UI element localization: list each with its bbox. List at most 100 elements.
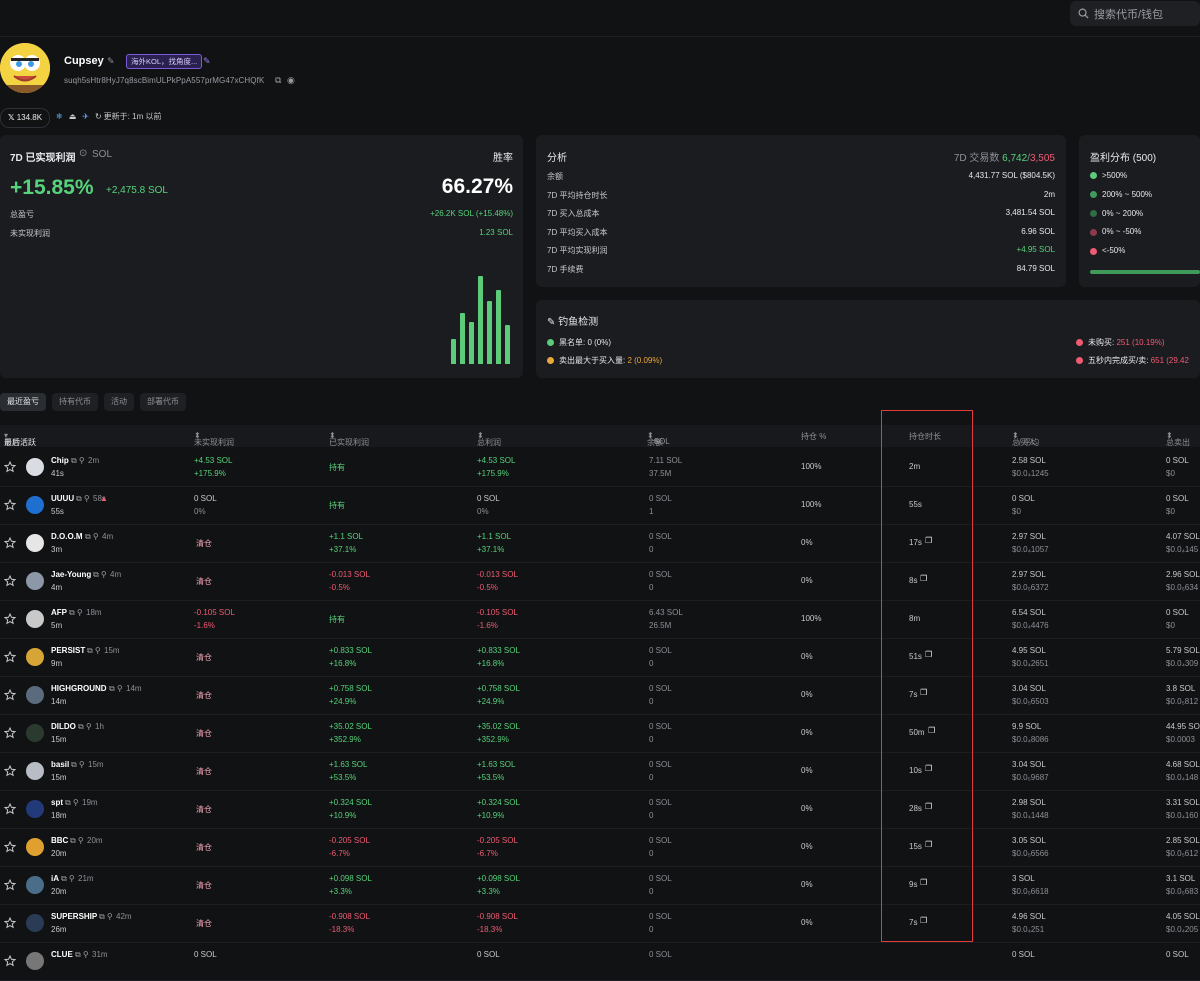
last-active: 20m <box>51 849 67 858</box>
col-realized[interactable]: 已实现利润 ⬍ <box>329 431 369 447</box>
edit-icon[interactable]: ✎ <box>107 56 115 66</box>
tab-bar: 最近盈亏 持有代币 活动 部署代币 <box>0 393 186 411</box>
fast-trade-label: 五秒内完成买/卖: <box>1088 356 1149 365</box>
balance-sol: 7.11 SOL <box>649 456 683 465</box>
star-icon[interactable] <box>4 765 16 777</box>
hold-time: 50m <box>909 728 925 737</box>
star-icon[interactable] <box>4 841 16 853</box>
doc-icon[interactable]: ❐ <box>920 574 928 583</box>
ufo-icon[interactable]: ✈ <box>82 112 89 121</box>
col-balance[interactable]: 余额 ⬍ SOL ⊕ <box>647 431 670 447</box>
doc-icon[interactable]: ❐ <box>920 688 928 697</box>
star-icon[interactable] <box>4 727 16 739</box>
star-icon[interactable] <box>4 651 16 663</box>
col-total-sell[interactable]: 总卖出 ⬍ <box>1166 431 1190 447</box>
doc-icon[interactable]: ❐ <box>925 802 933 811</box>
updated-text: 更新于: 1m 以前 <box>103 112 162 121</box>
x-followers-button[interactable]: 𝕏 134.8K <box>0 108 51 128</box>
tab-recent-pnl[interactable]: 最近盈亏 <box>0 393 46 411</box>
copy-search-icons[interactable]: ⧉ ⚲ <box>70 836 84 845</box>
doc-icon[interactable]: ❐ <box>925 764 933 773</box>
table-row[interactable]: SUPERSHIP ⧉ ⚲ 42m 26m 清仓 -0.908 SOL -18.3% -0.9… <box>0 904 1200 943</box>
star-icon[interactable] <box>4 461 16 473</box>
distribution-item: >500% <box>1090 171 1127 180</box>
highlight-box <box>881 410 973 942</box>
table-row[interactable]: basil ⧉ ⚲ 15m 15m 清仓 +1.63 SOL +53.5% +1.63 SOL… <box>0 752 1200 791</box>
last-active: 26m <box>51 925 67 934</box>
copy-search-icons[interactable]: ⧉ ⚲ <box>61 874 75 883</box>
token-age: 31m <box>92 950 108 959</box>
copy-search-icons[interactable]: ⧉ ⚲ <box>85 532 99 541</box>
star-icon[interactable] <box>4 879 16 891</box>
social-icons: ❄ ⏏ ✈ ↻ 更新于: 1m 以前 <box>56 111 161 122</box>
gear-icon[interactable]: ❄ <box>56 112 63 121</box>
star-icon[interactable] <box>4 499 16 511</box>
col-last-active[interactable]: 最后活跃 <box>4 438 36 447</box>
doc-icon[interactable]: ❐ <box>925 840 933 849</box>
table-row[interactable]: D.O.O.M ⧉ ⚲ 4m 3m 清仓 +1.1 SOL +37.1% +1.1 SOL +3… <box>0 524 1200 563</box>
search-icon <box>1078 8 1089 19</box>
table-row[interactable]: BBC ⧉ ⚲ 20m 20m 清仓 -0.205 SOL -6.7% -0.205 SOL -… <box>0 828 1200 867</box>
copy-search-icons[interactable]: ⧉ ⚲ <box>76 494 90 503</box>
cleared-label: 清仓 <box>196 577 212 586</box>
doc-icon[interactable]: ❐ <box>925 536 933 545</box>
table-row[interactable]: spt ⧉ ⚲ 19m 18m 清仓 +0.324 SOL +10.9% +0.324 SOL… <box>0 790 1200 829</box>
table-row[interactable]: Jae-Young ⧉ ⚲ 4m 4m 清仓 -0.013 SOL -0.5% -0.013 … <box>0 562 1200 601</box>
table-row[interactable]: AFP ⧉ ⚲ 18m 5m -0.105 SOL -1.6% 持有 -0.105 SOL -1… <box>0 600 1200 639</box>
copy-icon[interactable]: ⧉ <box>275 75 282 85</box>
total-pnl-label: 总盈亏 <box>10 210 34 219</box>
copy-search-icons[interactable]: ⧉ ⚲ <box>69 608 83 617</box>
not-bought-value: 251 (10.19%) <box>1116 338 1165 347</box>
col-total-buy[interactable]: 总买入 ⬍ / 平均 <box>1012 431 1040 447</box>
unrealized-pct: +175.9% <box>194 469 226 478</box>
tab-activity[interactable]: 活动 <box>104 393 134 411</box>
star-icon[interactable] <box>4 575 16 587</box>
token-icon <box>26 724 44 742</box>
total-pct: +53.5% <box>477 773 505 782</box>
token-icon <box>26 838 44 856</box>
col-total[interactable]: 总利润 ⬍ <box>477 431 501 447</box>
star-icon[interactable] <box>4 689 16 701</box>
external-icon[interactable]: ◉ <box>287 75 295 85</box>
refresh-icon[interactable]: ↻ <box>94 112 102 121</box>
distribution-title: 盈利分布 (500) <box>1090 153 1157 164</box>
table-row[interactable]: CLUE ⧉ ⚲ 31m 0 SOL 0 SOL 0 SOL 0 SOL 0 SOL <box>0 942 1200 981</box>
star-icon[interactable] <box>4 537 16 549</box>
total-sol: +35.02 SOL <box>477 722 520 731</box>
col-unrealized[interactable]: 未实现利润 ⬍ <box>194 431 234 447</box>
analysis-row-value: 6.96 SOL <box>1021 226 1055 236</box>
copy-search-icons[interactable]: ⧉ ⚲ <box>71 760 85 769</box>
copy-search-icons[interactable]: ⧉ ⚲ <box>99 912 113 921</box>
doc-icon[interactable]: ❐ <box>920 878 928 887</box>
table-row[interactable]: PERSIST ⧉ ⚲ 15m 9m 清仓 +0.833 SOL +16.8% +0.833 … <box>0 638 1200 677</box>
tab-holdings[interactable]: 持有代币 <box>52 393 98 411</box>
realized-pct: -0.5% <box>329 583 350 592</box>
doc-icon[interactable]: ❐ <box>928 726 936 735</box>
star-icon[interactable] <box>4 803 16 815</box>
analysis-row-value: 84.79 SOL <box>1016 264 1055 273</box>
col-hold-pct: 持仓 % <box>801 432 827 441</box>
copy-search-icons[interactable]: ⧉ ⚲ <box>65 798 79 807</box>
copy-search-icons[interactable]: ⧉ ⚲ <box>71 456 85 465</box>
token-age: 15m <box>88 760 104 769</box>
tab-deployed[interactable]: 部署代币 <box>140 393 186 411</box>
copy-search-icons[interactable]: ⧉ ⚲ <box>75 950 89 959</box>
table-row[interactable]: Chip ⧉ ⚲ 2m 41s +4.53 SOL +175.9% 持有 +4.53 SOL +… <box>0 448 1200 487</box>
copy-search-icons[interactable]: ⧉ ⚲ <box>109 684 123 693</box>
copy-search-icons[interactable]: ⧉ ⚲ <box>87 646 101 655</box>
doc-icon[interactable]: ❐ <box>925 650 933 659</box>
star-icon[interactable] <box>4 917 16 929</box>
table-row[interactable]: UUUU ⧉ ⚲ 58s ▲ 55s 0 SOL 0% 持有 0 SOL 0% 0 SOL 1 100%… <box>0 486 1200 525</box>
doc-icon[interactable]: ❐ <box>920 916 928 925</box>
token-icon <box>26 952 44 970</box>
star-icon[interactable] <box>4 613 16 625</box>
chain-icon[interactable]: ⏏ <box>68 112 77 121</box>
copy-search-icons[interactable]: ⧉ ⚲ <box>93 570 107 579</box>
table-row[interactable]: DILDO ⧉ ⚲ 1h 15m 清仓 +35.02 SOL +352.9% +35.02 S… <box>0 714 1200 753</box>
table-header: 币种 / 最后活跃 ▾ 未实现利润 ⬍ 已实现利润 ⬍ 总利润 ⬍ 余额 ⬍ S… <box>0 425 1200 447</box>
copy-search-icons[interactable]: ⧉ ⚲ <box>78 722 92 731</box>
table-row[interactable]: iA ⧉ ⚲ 21m 20m 清仓 +0.098 SOL +3.3% +0.098 SOL +3… <box>0 866 1200 905</box>
table-row[interactable]: HIGHGROUND ⧉ ⚲ 14m 14m 清仓 +0.758 SOL +24.9% +0.… <box>0 676 1200 715</box>
edit-tag-icon[interactable]: ✎ <box>203 56 211 66</box>
search-input[interactable]: 搜索代币/钱包 <box>1070 1 1200 26</box>
